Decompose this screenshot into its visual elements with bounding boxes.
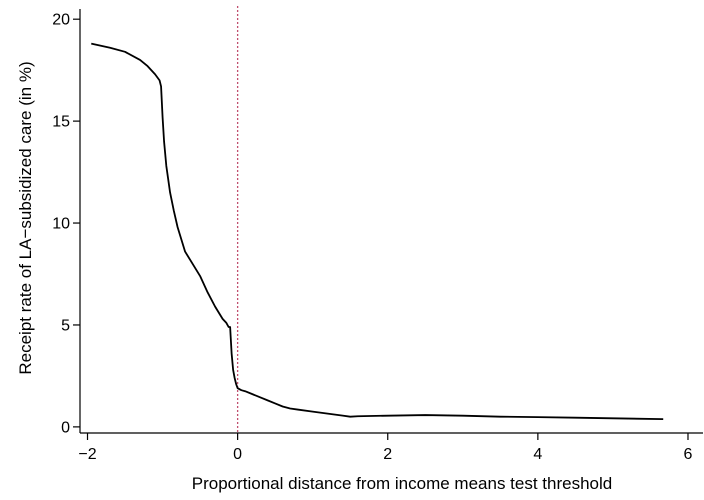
x-tick-label: 2 xyxy=(383,446,392,463)
x-tick-label: −2 xyxy=(78,446,96,463)
x-axis-label: Proportional distance from income means … xyxy=(192,474,612,493)
plot-area xyxy=(91,6,664,433)
x-tick-label: 4 xyxy=(533,446,542,463)
x-tick-label: 6 xyxy=(684,446,693,463)
series-line xyxy=(91,42,664,421)
y-axis-label: Receipt rate of LA−subsidized care (in %… xyxy=(16,61,35,374)
y-tick-label: 15 xyxy=(52,114,70,131)
y-tick-label: 10 xyxy=(52,216,70,233)
y-tick-label: 20 xyxy=(52,12,70,29)
x-tick-label: 0 xyxy=(233,446,242,463)
y-tick-label: 5 xyxy=(61,317,70,334)
axes: −2 0 2 4 6 0 5 10 15 20 xyxy=(52,9,703,463)
y-tick-label: 0 xyxy=(61,419,70,436)
